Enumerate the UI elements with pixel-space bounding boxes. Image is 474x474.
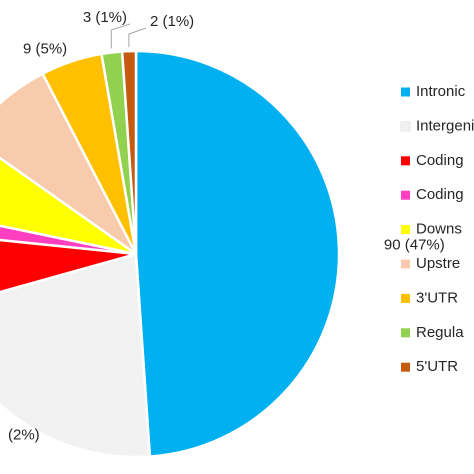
pie-slice-2 bbox=[0, 238, 137, 294]
data-label-0: 90 (47%) bbox=[384, 236, 445, 253]
pie-slices bbox=[0, 49, 341, 459]
legend: Intronic Intergenic Coding Coding Downs Upstr… bbox=[400, 83, 474, 375]
data-label-1: (2%) bbox=[8, 426, 40, 443]
data-labels: 90 (47%) (2%) 9 (5%) 3 (1%) 2 (1%) bbox=[8, 9, 445, 443]
legend-swatch-7 bbox=[401, 328, 410, 338]
data-label-8: 2 (1%) bbox=[150, 13, 194, 30]
legend-swatch-4 bbox=[401, 225, 410, 235]
legend-swatch-6 bbox=[401, 293, 410, 303]
leader-line-8 bbox=[128, 27, 147, 48]
legend-swatch-2 bbox=[401, 156, 410, 166]
legend-swatch-3 bbox=[401, 190, 410, 200]
legend-swatch-8 bbox=[401, 362, 410, 372]
legend-swatch-0 bbox=[401, 87, 410, 97]
legend-label-0: Intronic bbox=[416, 83, 466, 100]
legend-label-7: Regula bbox=[416, 324, 464, 341]
legend-label-4: Downs bbox=[416, 221, 462, 238]
leader-lines bbox=[110, 23, 147, 49]
legend-label-8: 5'UTR bbox=[416, 358, 458, 375]
leader-line-7 bbox=[110, 23, 131, 49]
data-label-7: 3 (1%) bbox=[83, 9, 127, 26]
legend-swatch-5 bbox=[401, 259, 410, 269]
pie-slice-5 bbox=[0, 72, 138, 256]
pie-slice-8 bbox=[120, 49, 138, 255]
legend-swatch-1 bbox=[400, 121, 411, 132]
legend-label-6: 3'UTR bbox=[416, 289, 458, 306]
pie-slice-1 bbox=[0, 252, 152, 459]
legend-label-3: Coding bbox=[416, 186, 464, 203]
pie-slice-0 bbox=[134, 49, 341, 458]
legend-label-5: Upstre bbox=[416, 255, 460, 272]
legend-label-1: Intergenic bbox=[416, 117, 474, 134]
legend-label-2: Coding bbox=[416, 152, 464, 169]
data-label-6: 9 (5%) bbox=[23, 40, 67, 57]
